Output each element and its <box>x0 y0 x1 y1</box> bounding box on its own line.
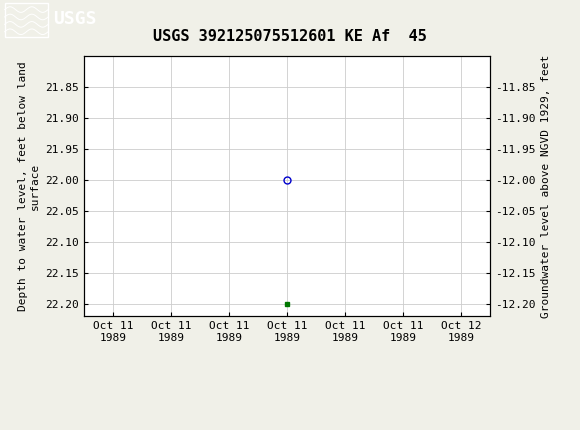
Y-axis label: Groundwater level above NGVD 1929, feet: Groundwater level above NGVD 1929, feet <box>541 54 551 318</box>
Text: USGS: USGS <box>53 10 97 28</box>
Y-axis label: Depth to water level, feet below land
surface: Depth to water level, feet below land su… <box>19 61 40 311</box>
Bar <box>5 3 48 37</box>
Text: USGS 392125075512601 KE Af  45: USGS 392125075512601 KE Af 45 <box>153 29 427 44</box>
